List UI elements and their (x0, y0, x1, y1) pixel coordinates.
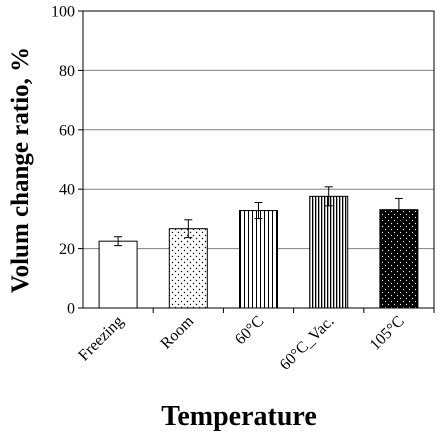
y-tick-label-100: 100 (51, 4, 75, 21)
y-tick-label-80: 80 (59, 63, 75, 80)
bar-1 (98, 240, 138, 309)
y-axis-title: Volum change ratio, % (7, 47, 34, 293)
plot-frame (82, 10, 435, 309)
x-tick-label-5: 105°C (367, 313, 408, 354)
y-tick-label-40: 40 (59, 182, 75, 199)
bar-2 (168, 228, 208, 309)
x-axis-title: Temperature (161, 401, 317, 432)
y-axis-ticks: 0 20 40 60 80 100 (51, 4, 83, 318)
x-tick-label-3: 60°C (232, 313, 267, 348)
y-tick-label-20: 20 (59, 241, 75, 258)
y-tick-label-0: 0 (67, 301, 75, 318)
y-tick-label-60: 60 (59, 122, 75, 139)
x-tick-label-1: Freezing (75, 313, 127, 365)
plot-area-border (82, 10, 435, 309)
x-tick-label-2: Room (157, 312, 197, 352)
x-tick-label-4: 60°C_Vac. (277, 313, 338, 374)
bar-3 (239, 210, 278, 309)
bar-5 (379, 209, 419, 309)
error-bars (114, 186, 403, 247)
x-axis-ticks: Freezing Room 60°C 60°C_Vac. 105°C (75, 308, 435, 374)
bar-4 (309, 195, 349, 309)
